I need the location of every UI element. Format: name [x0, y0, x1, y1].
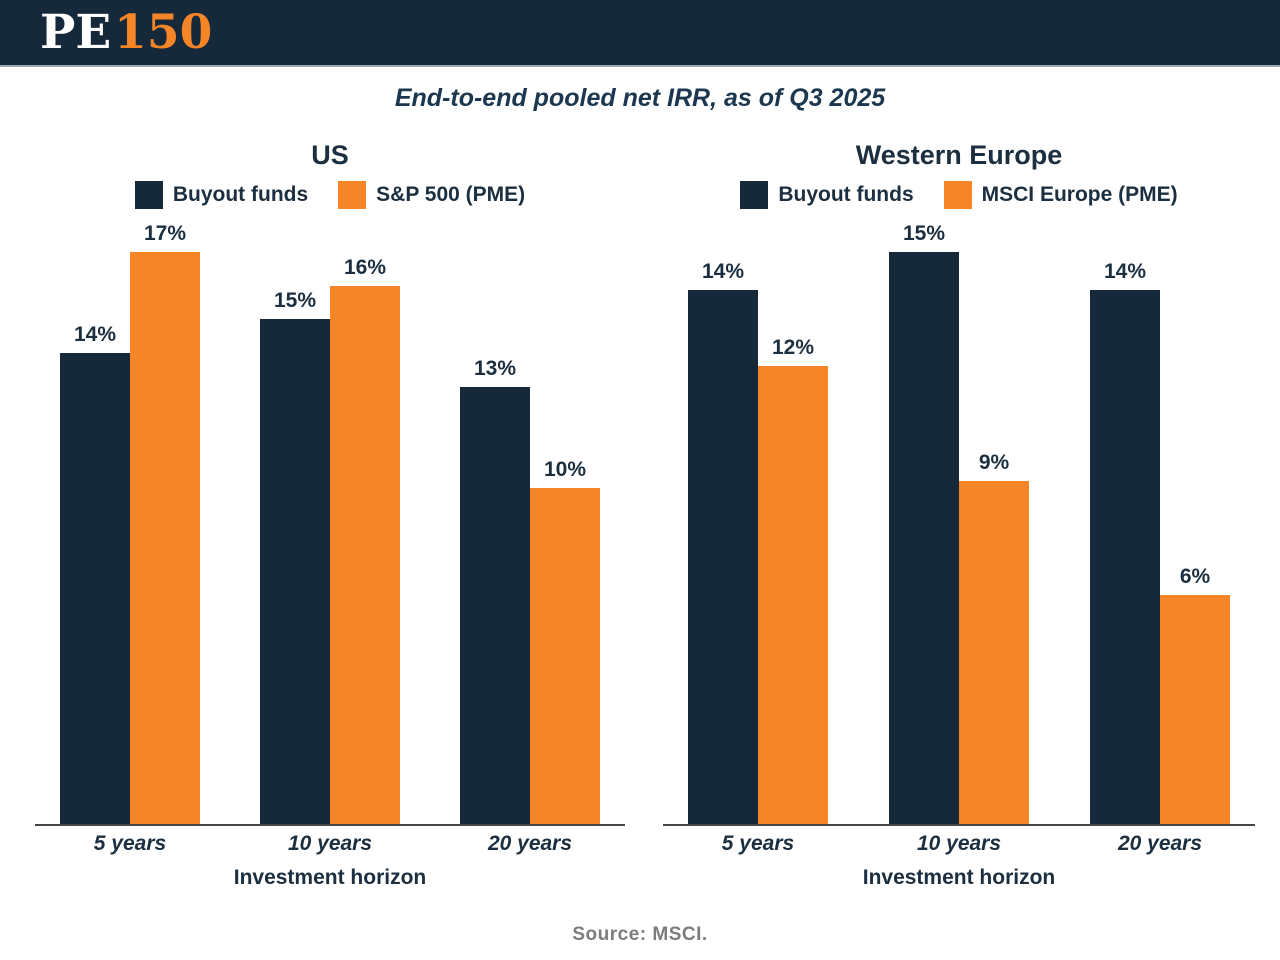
bar-wrap: 15% [260, 289, 330, 824]
bar [688, 290, 758, 824]
bar [130, 252, 200, 824]
bar [260, 319, 330, 824]
bar-value-label: 15% [273, 289, 317, 312]
chart-we-plot-area: 14% 12% 15% 9% 14% 6% [663, 222, 1255, 826]
bar-wrap: 14% [688, 260, 758, 824]
x-tick-label: 20 years [487, 832, 573, 855]
chart-western-europe: Western Europe Buyout funds MSCI Europe (… [663, 138, 1255, 890]
bar-group: 14% 12% [688, 260, 828, 824]
bar-group: 15% 16% [260, 256, 400, 824]
bar-group: 14% 6% [1090, 260, 1230, 824]
bar [758, 366, 828, 824]
logo-pe-text: PE [40, 5, 112, 60]
bar-wrap: 17% [130, 222, 200, 824]
legend-swatch [943, 181, 972, 209]
bar [1090, 290, 1160, 824]
bar-value-label: 10% [543, 458, 587, 481]
chart-we-x-ticks: 5 years 10 years 20 years [663, 832, 1255, 856]
legend-label: MSCI Europe (PME) [981, 183, 1178, 206]
bar-value-label: 17% [143, 222, 187, 245]
bar-value-label: 16% [343, 256, 387, 279]
legend-item: MSCI Europe (PME) [943, 181, 1178, 209]
bar-wrap: 14% [1090, 260, 1160, 824]
chart-us-x-ticks: 5 years 10 years 20 years [35, 832, 625, 856]
x-tick-label: 5 years [721, 832, 795, 855]
bar [959, 481, 1029, 824]
bar [889, 252, 959, 824]
bar-wrap: 14% [60, 323, 130, 824]
chart-us-title: US [311, 140, 349, 170]
logo-150-text: 150 [114, 5, 213, 60]
bar-value-label: 14% [701, 260, 745, 283]
chart-we-title: Western Europe [855, 140, 1063, 170]
bar-value-label: 6% [1179, 565, 1211, 588]
legend-item: Buyout funds [740, 181, 914, 209]
bar-wrap: 12% [758, 336, 828, 824]
chart-us-x-axis-label: Investment horizon [233, 866, 427, 889]
chart-us: US Buyout funds S&P 500 (PME) 14% 17% 15% 16… [35, 138, 625, 890]
bar-value-label: 13% [473, 357, 517, 380]
bar-value-label: 14% [73, 323, 117, 346]
pe150-logo: PE150 [40, 9, 212, 56]
bar [330, 286, 400, 824]
bar-wrap: 9% [959, 451, 1029, 824]
bar [530, 488, 600, 824]
chart-us-legend: Buyout funds S&P 500 (PME) [35, 180, 625, 210]
legend-label: Buyout funds [778, 183, 914, 206]
x-tick-label: 10 years [916, 832, 1002, 855]
x-tick-label: 10 years [287, 832, 373, 855]
bar-wrap: 10% [530, 458, 600, 824]
x-tick-label: 5 years [93, 832, 167, 855]
bar-wrap: 15% [889, 222, 959, 824]
bar-value-label: 14% [1103, 260, 1147, 283]
bar-group: 14% 17% [60, 222, 200, 824]
page-title: End-to-end pooled net IRR, as of Q3 2025 [394, 84, 886, 112]
charts-row: US Buyout funds S&P 500 (PME) 14% 17% 15% 16… [0, 138, 1280, 898]
header-bar: PE150 [0, 0, 1280, 67]
legend-item: Buyout funds [134, 181, 309, 209]
bar-wrap: 6% [1160, 565, 1230, 824]
bar-value-label: 12% [771, 336, 815, 359]
legend-label: S&P 500 (PME) [376, 183, 526, 206]
bar-wrap: 13% [460, 357, 530, 824]
bar-group: 13% 10% [460, 357, 600, 824]
legend-swatch [134, 181, 163, 209]
bar-value-label: 9% [978, 451, 1010, 474]
x-tick-label: 20 years [1117, 832, 1203, 855]
chart-us-plot-area: 14% 17% 15% 16% 13% 10% [35, 222, 625, 826]
legend-label: Buyout funds [172, 183, 309, 206]
bar [460, 387, 530, 824]
legend-item: S&P 500 (PME) [338, 181, 525, 209]
bar [60, 353, 130, 824]
bar-group: 15% 9% [889, 222, 1029, 824]
chart-we-legend: Buyout funds MSCI Europe (PME) [663, 180, 1255, 210]
bar-wrap: 16% [330, 256, 400, 824]
chart-we-x-axis-label: Investment horizon [862, 866, 1056, 889]
legend-swatch [740, 181, 769, 209]
bar [1160, 595, 1230, 824]
legend-swatch [338, 181, 367, 209]
source-note: Source: MSCI. [572, 924, 708, 945]
bar-value-label: 15% [902, 222, 946, 245]
